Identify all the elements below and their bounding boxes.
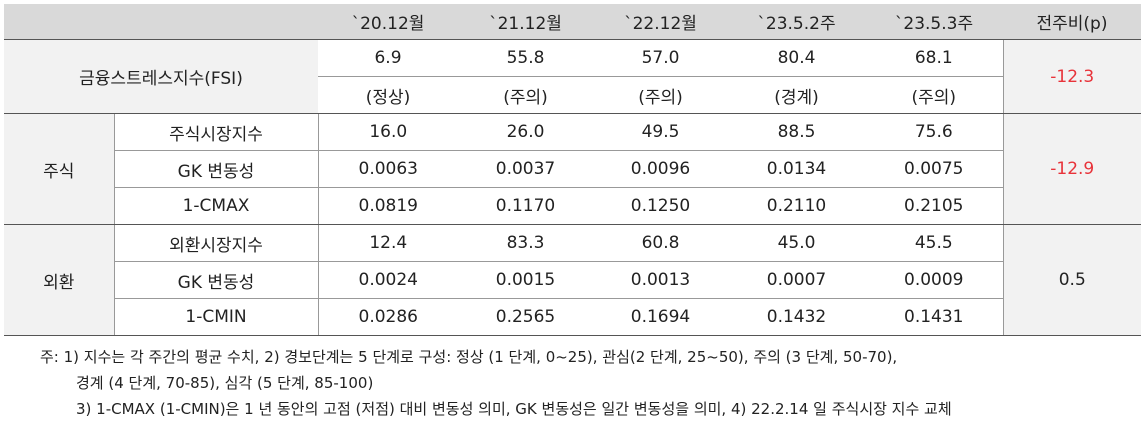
stock-value: 0.0096 [593, 150, 728, 188]
fsi-value: 57.0 [593, 39, 728, 77]
col-header: `20.12월 [318, 4, 458, 40]
col-header: `22.12월 [593, 4, 728, 40]
col-header: `23.5.2주 [728, 4, 865, 40]
stock-row: GK 변동성 0.0063 0.0037 0.0096 0.0134 0.007… [4, 150, 1141, 188]
fsi-label: 금융스트레스지수(FSI) [4, 39, 318, 114]
stock-value: 75.6 [865, 113, 1003, 151]
stock-row-label: GK 변동성 [113, 150, 319, 188]
fx-value: 0.0024 [318, 261, 458, 299]
fsi-value: 55.8 [458, 39, 593, 77]
note-line: 경계 (4 단계, 70-85), 심각 (5 단계, 85-100) [76, 374, 374, 392]
stock-value: 0.1250 [593, 187, 728, 225]
stock-change: -12.9 [1002, 113, 1141, 225]
col-header: `23.5.3주 [865, 4, 1003, 40]
fx-value: 0.0007 [728, 261, 865, 299]
stock-value: 0.0134 [728, 150, 865, 188]
fsi-value: 68.1 [865, 39, 1003, 77]
stock-value: 0.2110 [728, 187, 865, 225]
fx-value: 0.0015 [458, 261, 593, 299]
fsi-value: 6.9 [318, 39, 458, 77]
fsi-change: -12.3 [1002, 39, 1141, 114]
fsi-level: (정상) [318, 76, 458, 114]
fx-row-label: 1-CMIN [113, 298, 319, 336]
fx-value: 45.0 [728, 224, 865, 262]
stock-group-label: 주식 [4, 113, 114, 225]
fx-value: 0.0286 [318, 298, 458, 336]
stock-row-label: 1-CMAX [113, 187, 319, 225]
stock-value: 0.0063 [318, 150, 458, 188]
table-notes: 주: 1) 지수는 각 주간의 평균 수치, 2) 경보단계는 5 단계로 구성… [40, 344, 952, 422]
fx-value: 0.1694 [593, 298, 728, 336]
fx-value: 0.0009 [865, 261, 1003, 299]
fsi-level: (경계) [728, 76, 865, 114]
fx-row: GK 변동성 0.0024 0.0015 0.0013 0.0007 0.000… [4, 261, 1141, 299]
stock-value: 16.0 [318, 113, 458, 151]
fx-value: 60.8 [593, 224, 728, 262]
note-line: 주: 1) 지수는 각 주간의 평균 수치, 2) 경보단계는 5 단계로 구성… [40, 348, 898, 366]
fx-value: 83.3 [458, 224, 593, 262]
fx-row-label: GK 변동성 [113, 261, 319, 299]
fsi-value-row: 금융스트레스지수(FSI) 6.9 55.8 57.0 80.4 68.1 -1… [4, 39, 1141, 114]
stock-value: 49.5 [593, 113, 728, 151]
fsi-table: `20.12월 `21.12월 `22.12월 `23.5.2주 `23.5.3… [4, 4, 1141, 336]
stock-value: 0.0819 [318, 187, 458, 225]
fx-value: 0.2565 [458, 298, 593, 336]
note-line: 3) 1-CMAX (1-CMIN)은 1 년 동안의 고점 (저점) 대비 변… [76, 400, 952, 418]
fx-value: 0.0013 [593, 261, 728, 299]
stock-value: 0.0075 [865, 150, 1003, 188]
stock-row: 1-CMAX 0.0819 0.1170 0.1250 0.2110 0.210… [4, 187, 1141, 225]
fx-value: 45.5 [865, 224, 1003, 262]
stock-row-label: 주식시장지수 [113, 113, 319, 151]
stock-value: 0.0037 [458, 150, 593, 188]
stock-value: 0.2105 [865, 187, 1003, 225]
stock-value: 88.5 [728, 113, 865, 151]
fx-group-label: 외환 [4, 224, 114, 336]
fsi-level: (주의) [865, 76, 1003, 114]
stock-value: 26.0 [458, 113, 593, 151]
fx-row-label: 외환시장지수 [113, 224, 319, 262]
header-corner [4, 4, 318, 40]
col-header: `21.12월 [458, 4, 593, 40]
fx-change: 0.5 [1002, 224, 1141, 336]
stock-value: 0.1170 [458, 187, 593, 225]
fx-row: 외환 외환시장지수 12.4 83.3 60.8 45.0 45.5 0.5 [4, 224, 1141, 336]
col-header: 전주비(p) [1003, 4, 1141, 40]
stock-row: 주식 주식시장지수 16.0 26.0 49.5 88.5 75.6 -12.9 [4, 113, 1141, 225]
header-row: `20.12월 `21.12월 `22.12월 `23.5.2주 `23.5.3… [4, 4, 1141, 40]
fx-value: 12.4 [318, 224, 458, 262]
fx-value: 0.1432 [728, 298, 865, 336]
fx-row: 1-CMIN 0.0286 0.2565 0.1694 0.1432 0.143… [4, 298, 1141, 336]
fsi-level-row: (정상) (주의) (주의) (경계) (주의) [4, 76, 1141, 114]
fsi-value: 80.4 [728, 39, 865, 77]
fsi-level: (주의) [458, 76, 593, 114]
fsi-level: (주의) [593, 76, 728, 114]
fx-value: 0.1431 [865, 298, 1003, 336]
